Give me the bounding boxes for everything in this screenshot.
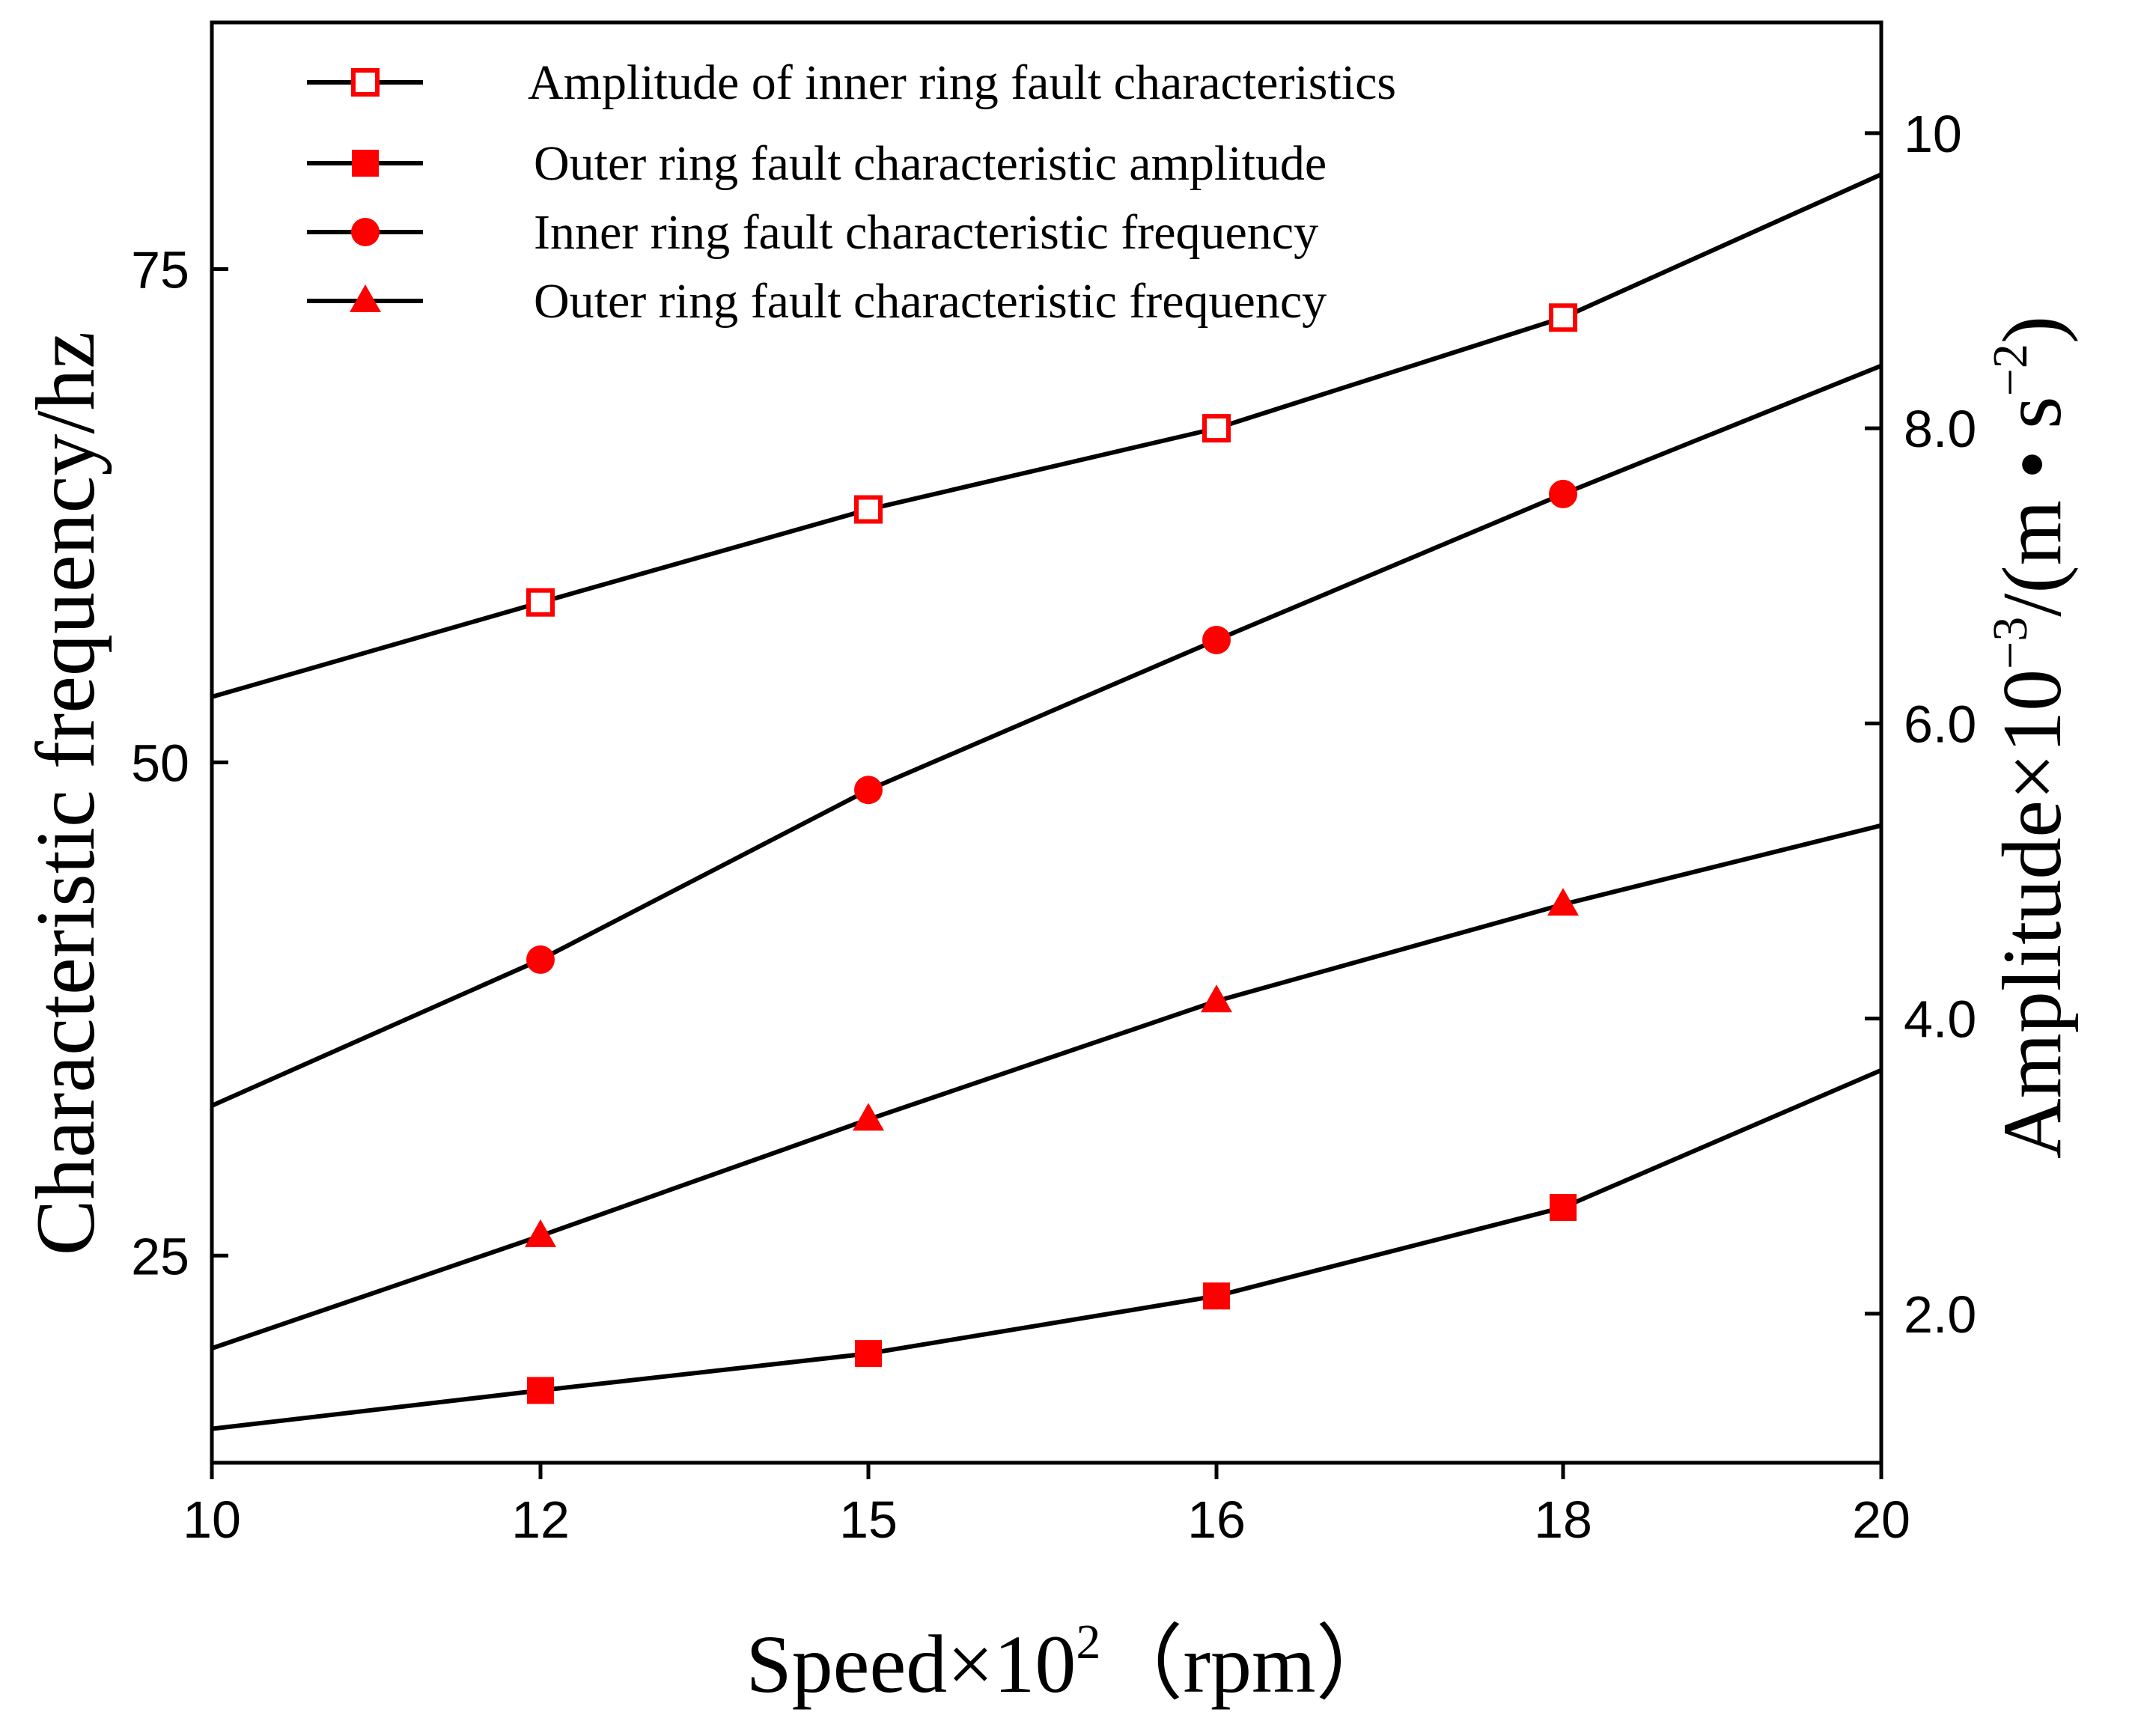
series-lines [210, 172, 1883, 1431]
y-right-tick-label: 6.0 [1904, 695, 1976, 753]
y-left-tick-label: 50 [131, 734, 189, 792]
marker-square [1550, 1193, 1577, 1221]
series-line [211, 823, 1882, 1350]
marker-square-open [1549, 303, 1577, 332]
y-right-tick-label: 2.0 [1904, 1285, 1976, 1344]
legend: Amplitude of inner ring fault characteri… [307, 55, 1396, 329]
y-right-tick-label: 4.0 [1904, 990, 1976, 1049]
y-axis-left-title: Characteristic frequency/hz [19, 332, 112, 1255]
marker-circle [351, 218, 380, 246]
series-line [210, 363, 1883, 1108]
plot-frame [210, 20, 1883, 1465]
y-right-tick-label: 8.0 [1904, 400, 1976, 458]
y-left-tick-label: 25 [131, 1227, 189, 1285]
marker-square-open [1202, 414, 1231, 443]
marker-triangle [1547, 888, 1579, 916]
axis-ticks: 10 12 15 16 18 20 25 50 75 2.0 4.0 6.0 8.0 10 [131, 105, 1976, 1549]
y-axis-right-title: Amplitude×10−3/(m • s−2) [1983, 316, 2079, 1159]
marker-square [352, 150, 379, 177]
y-right-tick-label: 10 [1904, 105, 1962, 163]
legend-label: Amplitude of inner ring fault characteri… [528, 55, 1396, 110]
marker-circle [1202, 625, 1231, 654]
marker-circle [526, 945, 555, 974]
marker-square [527, 1377, 554, 1404]
series-line [211, 1068, 1883, 1431]
x-axis-title: Speed×102（rpm） [746, 1615, 1398, 1710]
x-tick-label: 15 [839, 1490, 898, 1549]
legend-label: Outer ring fault characteristic frequenc… [534, 274, 1327, 329]
x-tick-label: 12 [511, 1490, 570, 1549]
marker-square-open [854, 495, 883, 524]
x-tick-label: 20 [1852, 1490, 1910, 1549]
x-tick-label: 10 [183, 1490, 241, 1549]
marker-triangle [350, 284, 381, 312]
legend-label: Inner ring fault characteristic frequenc… [534, 205, 1318, 260]
series-markers [525, 303, 1579, 1404]
x-tick-label: 18 [1534, 1490, 1592, 1549]
marker-square-open [526, 588, 555, 617]
marker-square [855, 1340, 882, 1368]
marker-triangle [525, 1219, 556, 1247]
marker-circle [854, 776, 883, 805]
marker-square [1203, 1282, 1230, 1310]
marker-circle [1549, 479, 1577, 508]
y-left-tick-label: 75 [131, 240, 189, 299]
marker-square-open [351, 68, 380, 97]
series-line [211, 172, 1883, 699]
x-tick-label: 16 [1187, 1490, 1246, 1549]
marker-triangle [1201, 984, 1232, 1013]
marker-triangle [853, 1103, 884, 1131]
legend-label: Outer ring fault characteristic amplitud… [534, 136, 1327, 191]
